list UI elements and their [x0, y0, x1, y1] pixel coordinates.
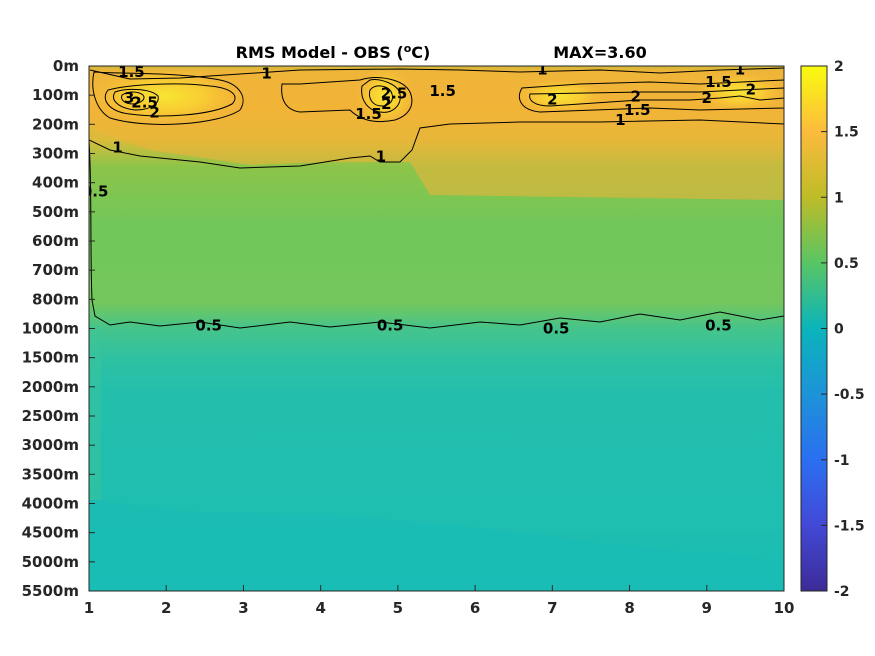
- contour-label: 0.5: [705, 317, 732, 335]
- contour-3-left: [121, 91, 145, 105]
- x-tick-label: 5: [393, 599, 403, 617]
- contour-label: 2: [746, 80, 756, 98]
- y-tick-label: 100m: [32, 86, 79, 104]
- y-tick-label: 3000m: [22, 436, 79, 454]
- x-tick-label: 8: [624, 599, 634, 617]
- contour-label: 2: [631, 88, 641, 106]
- hotspot-1: [89, 66, 245, 126]
- x-axis: 1 2 3 4 5 6 7 8 9 10: [84, 585, 795, 617]
- contour-label: 1: [376, 147, 386, 165]
- contour-1-upper: [89, 67, 784, 80]
- colorbar-tick-label: 1: [834, 190, 844, 206]
- y-tick-label: 800m: [32, 290, 79, 308]
- colorbar-tick-label: -1: [834, 453, 850, 469]
- contour-label: 3: [124, 89, 134, 107]
- colorbar-tick-label: 0: [834, 322, 844, 338]
- contour-2-mid: [361, 79, 401, 113]
- contour-label: 0.5: [377, 317, 404, 335]
- y-tick-label: 700m: [32, 261, 79, 279]
- contour-label: 1.5: [624, 101, 651, 119]
- warm-band: [89, 66, 784, 200]
- y-tick-label: 300m: [32, 145, 79, 163]
- contour-label: 1: [615, 111, 625, 129]
- x-tick-label: 6: [470, 599, 480, 617]
- contour-label: 2: [381, 95, 391, 113]
- contour-1-lower: [89, 119, 784, 169]
- y-tick-label: 400m: [32, 174, 79, 192]
- x-tick-label: 10: [774, 599, 795, 617]
- y-tick-label: 600m: [32, 232, 79, 250]
- contour-label: 2: [149, 104, 159, 122]
- hotspot-2: [355, 66, 415, 126]
- hotspot-4: [695, 72, 784, 112]
- y-tick-label: 5500m: [22, 582, 79, 600]
- y-tick-label: 0m: [53, 57, 79, 75]
- y-axis: 0m 100m 200m 300m 400m 500m 600m 700m 800m 1000m 1…: [22, 57, 95, 600]
- x-tick-label: 7: [547, 599, 557, 617]
- x-tick-label: 4: [315, 599, 325, 617]
- contour-label: 1.5: [429, 82, 456, 100]
- y-tick-label: 2500m: [22, 407, 79, 425]
- y-tick-label: 1500m: [22, 349, 79, 367]
- contour-15-mid: [281, 77, 413, 123]
- x-tick-label: 1: [84, 599, 94, 617]
- contour-label: 0.5: [543, 320, 570, 338]
- y-tick-label: 1000m: [22, 320, 79, 338]
- x-tick-label: 2: [161, 599, 171, 617]
- contour-lines: [89, 67, 784, 329]
- deep-boundary-shade: [89, 500, 784, 591]
- contour-label: 0.5: [195, 317, 222, 335]
- contour-label: 2: [702, 89, 712, 107]
- x-tick-label: 9: [702, 599, 712, 617]
- chart-max-label: MAX=3.60: [553, 43, 647, 62]
- y-tick-label: 200m: [32, 115, 79, 133]
- colorbar-tick-label: -0.5: [834, 387, 865, 403]
- contour-label: 2.5: [131, 93, 158, 111]
- contour-label: 1: [112, 139, 122, 157]
- chart-title: RMS Model - OBS (oC): [236, 42, 431, 62]
- contour-label: 1: [261, 64, 271, 82]
- contour-25-left: [113, 88, 159, 111]
- contour-25-mid: [369, 85, 393, 107]
- chart-title-unit-sup: o: [404, 42, 412, 55]
- contour-2-right: [529, 87, 784, 107]
- colorbar-tick-label: -1.5: [834, 518, 865, 534]
- y-tick-label: 4000m: [22, 495, 79, 513]
- y-tick-label: 3500m: [22, 465, 79, 483]
- contour-label: 2: [547, 91, 557, 109]
- colorbar-tick-label: -2: [834, 584, 850, 600]
- contour-15-right: [518, 79, 784, 113]
- chart-title-unit-end: C): [411, 43, 430, 62]
- colorbar-tick-label: 2: [834, 59, 844, 75]
- contour-2-left: [104, 83, 236, 117]
- contour-label: 1.5: [355, 105, 382, 123]
- colorbar-tick-label: 1.5: [834, 125, 859, 141]
- contour-label: 1.5: [705, 73, 732, 91]
- colorbar-tick-label: 0.5: [834, 256, 859, 272]
- chart-title-main: RMS Model - OBS (: [236, 43, 404, 62]
- contour-15-left: [92, 71, 244, 125]
- x-tick-label: 3: [238, 599, 248, 617]
- contour-label: 2.5: [381, 85, 408, 103]
- y-tick-label: 2000m: [22, 378, 79, 396]
- contour-05-surface: [89, 139, 784, 329]
- plot-left-shade: [89, 330, 101, 500]
- colorbar-axis: 2 1.5 1 0.5 0 -0.5 -1 -1.5 -2: [821, 59, 865, 600]
- y-tick-label: 5000m: [22, 553, 79, 571]
- contour-label: 1: [537, 61, 547, 79]
- y-tick-label: 500m: [32, 203, 79, 221]
- contour-label: 1: [735, 61, 745, 79]
- y-tick-label: 4500m: [22, 524, 79, 542]
- contour-label: 1.5: [118, 63, 145, 81]
- contour-label: 0.5: [82, 182, 109, 200]
